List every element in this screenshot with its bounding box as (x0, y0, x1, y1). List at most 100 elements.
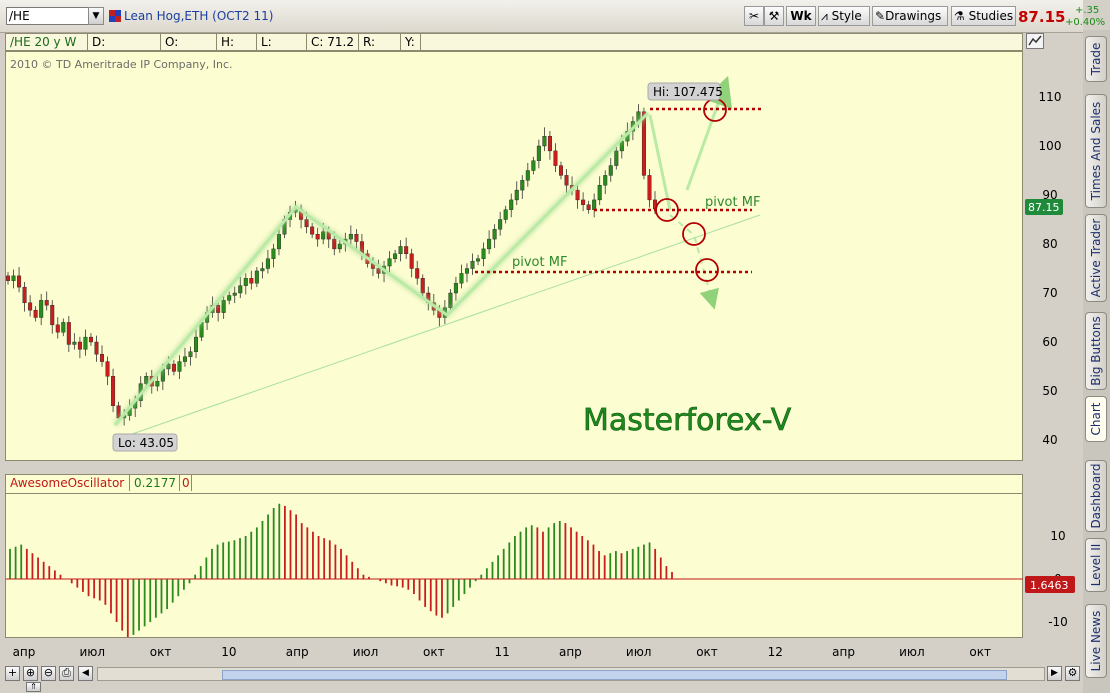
zoom-out-icon[interactable]: ⊖ (41, 666, 56, 681)
lo-label: Lo: 43.05 (112, 433, 178, 452)
expand-up-icon[interactable]: ⇑ (26, 682, 41, 692)
candle-body (641, 111, 646, 176)
oscillator-panel[interactable] (5, 494, 1023, 638)
candle-body (276, 233, 281, 250)
tab-chart[interactable]: Chart (1085, 396, 1107, 442)
candle-body (415, 268, 420, 279)
circle-target-bottom[interactable] (695, 258, 719, 282)
candle-body (111, 376, 116, 406)
candle-body (238, 285, 243, 294)
hi-label-text: Hi: 107.475 (653, 85, 723, 99)
candle-body (597, 184, 602, 201)
studies-icon: ⚗ (954, 9, 965, 23)
symbol-description[interactable]: Lean Hog,ETH (OCT2 11) (124, 9, 274, 23)
candle-body (553, 150, 558, 166)
target-circles[interactable] (655, 98, 727, 282)
time-tick-label: окт (696, 645, 718, 659)
oscillator-value: 0.2177 (130, 475, 180, 491)
candle-body (72, 341, 77, 345)
price-tick-label: 50 (1042, 384, 1057, 398)
drawings-label: Drawings (885, 9, 942, 23)
scroll-right-icon[interactable]: ▶ (1047, 666, 1062, 681)
price-tick-label: 70 (1042, 286, 1057, 300)
candle-body (487, 238, 492, 250)
crosshair-icon[interactable]: ✂ (744, 6, 764, 26)
oscillator-name[interactable]: AwesomeOscillator (6, 475, 130, 491)
candle-body (332, 238, 337, 250)
tools-icon[interactable]: ⚒ (764, 6, 784, 26)
tab-label: Level II (1089, 543, 1103, 587)
crosshair-add-icon[interactable]: + (5, 666, 20, 681)
tab-dashboard[interactable]: Dashboard (1085, 460, 1107, 532)
candle-body (520, 180, 525, 191)
studies-button[interactable]: ⚗ Studies (951, 6, 1016, 26)
horizontal-scrollbar[interactable] (97, 667, 1045, 681)
time-tick-label: 12 (768, 645, 783, 659)
candle-body (315, 233, 320, 240)
tab-trade[interactable]: Trade (1085, 36, 1107, 82)
timeframe-button[interactable]: Wk (786, 6, 816, 26)
candle-body (66, 322, 71, 345)
info-y: Y: (401, 34, 421, 50)
pivot-lines[interactable] (475, 107, 762, 274)
style-label: Style (831, 9, 862, 23)
tab-live-news[interactable]: Live News (1085, 604, 1107, 678)
time-tick-label: апр (832, 645, 855, 659)
candle-body (536, 145, 541, 161)
trend-drawings[interactable] (112, 75, 761, 441)
candle-body (503, 209, 508, 220)
price-chart-panel[interactable] (5, 51, 1023, 461)
candle-body (348, 233, 353, 240)
projection-down[interactable] (648, 114, 672, 211)
chart-settings-icon[interactable] (1026, 33, 1044, 49)
scroll-left-icon[interactable]: ◀ (78, 666, 93, 681)
long-trendline[interactable] (114, 214, 761, 441)
projection-dashed[interactable] (669, 214, 719, 310)
scrollbar-thumb[interactable] (222, 670, 1007, 680)
candle-body (260, 268, 265, 272)
print-icon[interactable]: ⎙ (59, 666, 74, 681)
candle-body (232, 292, 237, 296)
tab-times-and-sales[interactable]: Times And Sales (1085, 94, 1107, 208)
candle-body (33, 309, 38, 318)
circle-target-lower[interactable] (682, 222, 706, 246)
candle-body (409, 253, 414, 269)
time-tick-label: июл (80, 645, 106, 659)
candle-body (337, 243, 342, 250)
settings-gear-icon[interactable]: ⚙ (1065, 666, 1080, 681)
style-icon: ⩘ (821, 9, 828, 23)
projection-up[interactable] (685, 75, 733, 191)
time-tick-label: 11 (494, 645, 509, 659)
symbol-dropdown-button[interactable]: ▼ (88, 7, 104, 25)
candle-body (271, 248, 276, 259)
symbol-grid-icon[interactable] (109, 10, 121, 22)
candle-body (464, 268, 469, 274)
candle-body (17, 275, 22, 288)
candle-body (177, 361, 182, 372)
percent-change: +0.40% (1065, 17, 1106, 28)
candle-body (459, 273, 464, 284)
current-price-text: 87.15 (1028, 201, 1060, 214)
tab-level-ii[interactable]: Level II (1085, 538, 1107, 592)
info-symbol-period[interactable]: /HE 20 y W (6, 34, 88, 50)
last-price: 87.15 (1018, 8, 1066, 26)
oscillator-extra: 0 (180, 475, 192, 491)
osc-tick-label: -10 (1048, 615, 1068, 629)
candle-body (608, 165, 613, 176)
tab-label: Active Trader (1089, 218, 1103, 298)
candle-body (531, 160, 536, 171)
candle-body (61, 322, 66, 333)
zoom-in-icon[interactable]: ⊕ (23, 666, 38, 681)
zigzag-line[interactable] (113, 111, 650, 426)
price-tick-label: 100 (1039, 139, 1062, 153)
tab-big-buttons[interactable]: Big Buttons (1085, 312, 1107, 390)
candle-body (387, 258, 392, 267)
style-button[interactable]: ⩘ Style (818, 6, 870, 26)
osc-tick-label: 10 (1050, 529, 1065, 543)
tab-active-trader[interactable]: Active Trader (1085, 214, 1107, 302)
drawings-button[interactable]: ✎Drawings (872, 6, 948, 26)
candle-body (221, 300, 226, 313)
circle-target-mid[interactable] (655, 198, 679, 222)
candle-body (647, 175, 652, 201)
candle-body (498, 219, 503, 230)
